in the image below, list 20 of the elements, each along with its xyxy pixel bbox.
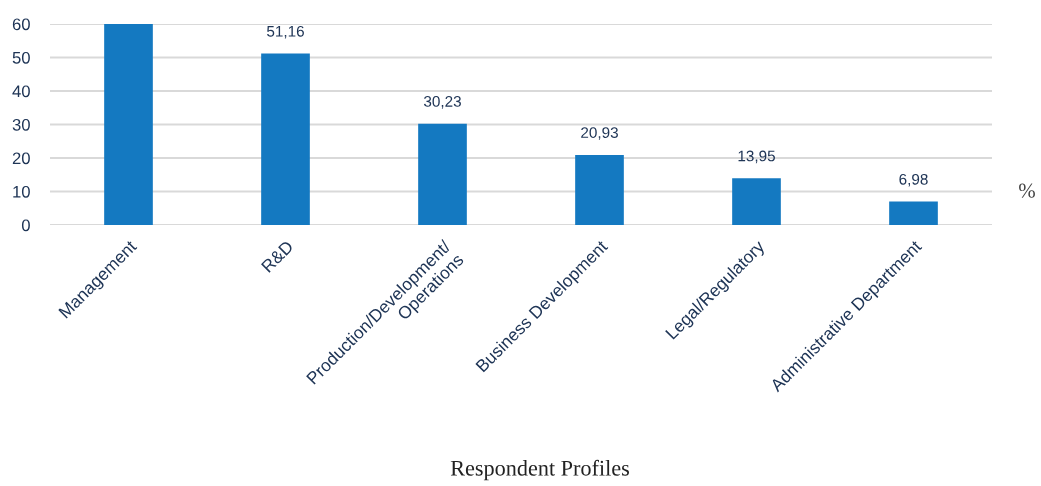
data-label: 20,93 bbox=[581, 127, 618, 140]
bar bbox=[575, 154, 624, 225]
y-axis-title: % bbox=[1019, 183, 1035, 198]
y-tick-label: 40 bbox=[12, 85, 30, 98]
y-tick-label: 0 bbox=[21, 219, 30, 232]
bar bbox=[104, 24, 153, 225]
y-tick-label: 20 bbox=[12, 152, 30, 165]
data-label: 13,95 bbox=[738, 150, 775, 164]
x-axis-title: Respondent Profiles bbox=[450, 459, 629, 481]
bar bbox=[261, 53, 310, 225]
y-tick-label: 30 bbox=[12, 118, 30, 131]
bar bbox=[418, 123, 467, 225]
data-label: 6,98 bbox=[899, 173, 928, 187]
bar bbox=[732, 178, 781, 225]
y-tick-label: 60 bbox=[12, 18, 30, 31]
y-tick-label: 10 bbox=[13, 185, 30, 198]
data-label: 30,23 bbox=[423, 96, 461, 109]
y-tick-label: 50 bbox=[12, 51, 30, 64]
bar bbox=[889, 201, 938, 225]
data-label: 51,16 bbox=[267, 25, 304, 39]
